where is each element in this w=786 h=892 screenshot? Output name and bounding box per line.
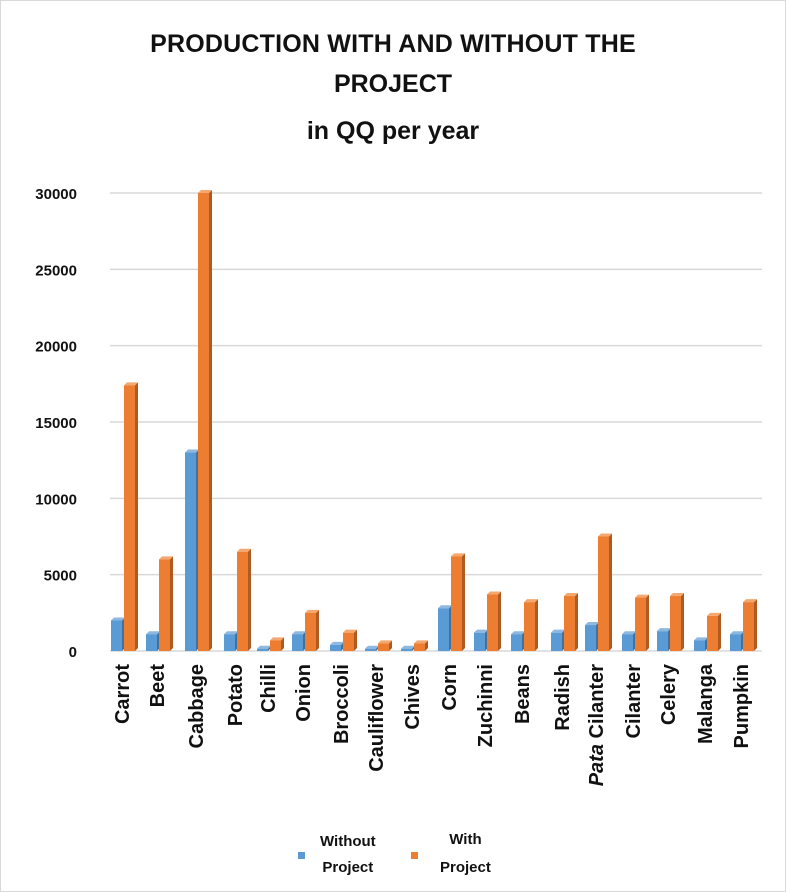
bar-without-project	[146, 631, 160, 651]
legend-label-without-project: Without Project	[320, 830, 376, 880]
bar-with-project	[707, 612, 721, 651]
x-tick-label: Carrot	[112, 664, 134, 724]
legend-with-line1: With	[449, 831, 482, 848]
bar-without-project	[330, 641, 344, 651]
x-tick-label: Radish	[552, 664, 574, 731]
bar-with-project	[524, 599, 538, 651]
x-tick-label: Beans	[512, 664, 534, 724]
x-tick-label: Cilanter	[623, 664, 645, 739]
bar-without-project	[438, 605, 452, 651]
bar-without-project	[694, 637, 708, 651]
bar-with-project	[270, 637, 284, 651]
legend-without-line2: Project	[322, 859, 374, 876]
x-tick-label: Pata Cilanter	[586, 664, 608, 786]
bar-with-project	[124, 382, 138, 651]
x-tick-label: Potato	[225, 664, 247, 726]
bar-without-project	[622, 631, 636, 651]
x-tick-label: Cauliflower	[366, 664, 388, 772]
bar-without-project	[185, 449, 199, 651]
legend-with-line2: Project	[440, 859, 491, 876]
y-tick-label: 20000	[35, 339, 77, 356]
bar-without-project	[730, 631, 744, 651]
bar-without-project	[365, 645, 379, 651]
bar-without-project	[257, 645, 271, 651]
bar-with-project	[743, 599, 757, 651]
legend-without-line1: Without	[320, 833, 376, 850]
y-tick-label: 0	[69, 644, 77, 661]
legend-swatch-without-project	[298, 852, 305, 859]
bar-with-project	[414, 640, 428, 651]
bar-without-project	[474, 629, 488, 651]
chart-title-line-1: PRODUCTION WITH AND WITHOUT THE	[150, 30, 636, 58]
bar-with-project	[237, 548, 251, 651]
y-tick-label: 5000	[44, 568, 77, 585]
bar-with-project	[564, 593, 578, 651]
bar-with-project	[378, 640, 392, 651]
bar-with-project	[198, 190, 212, 651]
bar-with-project	[598, 533, 612, 651]
bar-without-project	[551, 629, 565, 651]
bar-without-project	[657, 628, 671, 651]
x-tick-label: Chilli	[258, 664, 280, 713]
x-tick-label: Chives	[402, 664, 424, 730]
bar-without-project	[401, 645, 415, 651]
bar-with-project	[670, 593, 684, 651]
chart-subtitle: in QQ per year	[306, 117, 480, 145]
bar-with-project	[451, 553, 465, 651]
x-tick-label: Pumpkin	[731, 664, 753, 748]
x-tick-label: Malanga	[695, 663, 717, 744]
x-tick-label: Cabbage	[186, 664, 208, 748]
bar-without-project	[224, 631, 238, 651]
bar-with-project	[487, 591, 501, 651]
bar-with-project	[635, 594, 649, 651]
x-tick-label: Broccoli	[331, 664, 353, 744]
x-tick-label: Celery	[658, 663, 680, 725]
x-tick-label: Beet	[147, 664, 169, 708]
bar-without-project	[511, 631, 525, 651]
x-tick-label: Onion	[293, 664, 315, 722]
bar-with-project	[159, 556, 173, 651]
x-tick-label: Zuchinni	[475, 664, 497, 747]
x-tick-label: Corn	[439, 664, 461, 711]
chart-title-line-2: PROJECT	[333, 70, 453, 98]
bar-without-project	[111, 617, 125, 651]
legend-label-with-project: With Project	[440, 828, 491, 880]
y-tick-label: 25000	[35, 262, 77, 279]
bar-without-project	[585, 622, 599, 651]
y-tick-label: 30000	[35, 186, 77, 203]
bar-with-project	[343, 629, 357, 651]
y-tick-label: 15000	[35, 415, 77, 432]
bar-with-project	[305, 609, 319, 651]
y-tick-label: 10000	[35, 491, 77, 508]
legend-swatch-with-project	[411, 852, 418, 859]
bar-without-project	[292, 631, 306, 651]
